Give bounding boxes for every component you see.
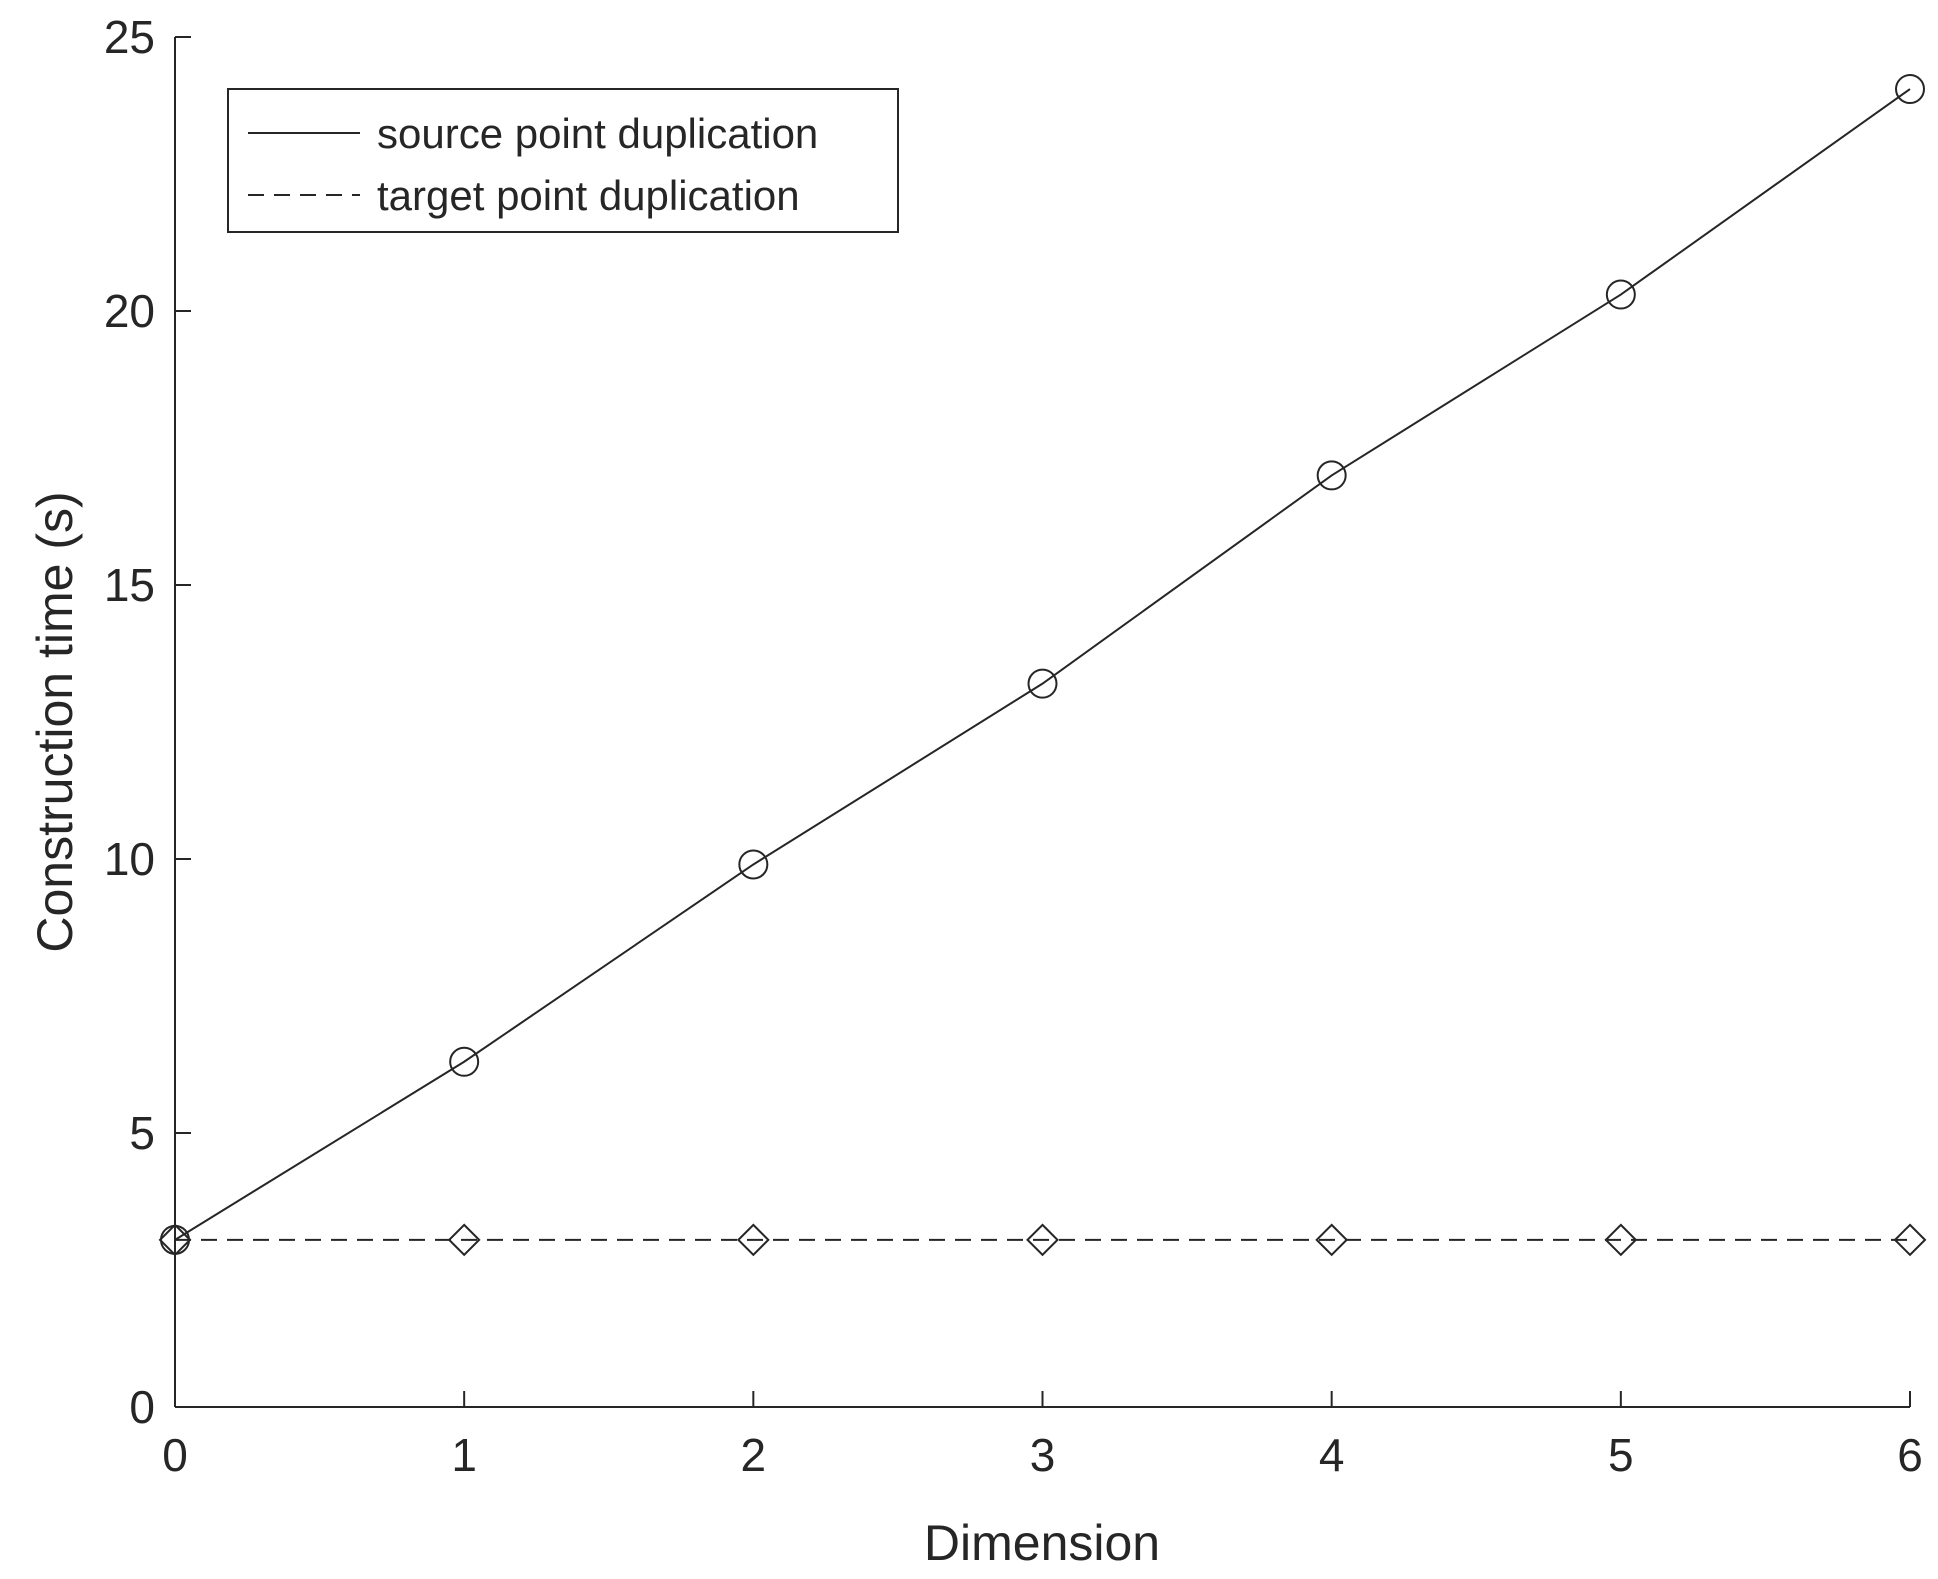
y-tick-label: 20 — [104, 285, 155, 337]
y-tick-label: 15 — [104, 559, 155, 611]
y-tick-label: 10 — [104, 833, 155, 885]
series-line-0 — [174, 88, 1911, 1241]
data-point-diamond — [447, 1223, 481, 1257]
data-point-circle — [1027, 668, 1058, 699]
y-tick-label: 25 — [104, 11, 155, 63]
data-point-circle — [1895, 74, 1925, 105]
y-axis-title: Construction time (s) — [27, 491, 83, 952]
x-tick-label: 1 — [451, 1429, 477, 1481]
legend: source point duplication target point du… — [227, 88, 899, 233]
x-tick-label: 0 — [162, 1429, 188, 1481]
x-tick-label: 5 — [1608, 1429, 1634, 1481]
data-point-circle — [449, 1046, 480, 1077]
legend-box — [227, 88, 899, 233]
x-axis-title: Dimension — [924, 1515, 1160, 1571]
legend-label-target: target point duplication — [377, 172, 800, 219]
data-point-diamond — [736, 1223, 770, 1257]
data-point-diamond — [1315, 1223, 1349, 1257]
data-point-diamond — [1026, 1223, 1059, 1257]
data-point-circle — [1605, 279, 1636, 310]
x-tick-label: 4 — [1319, 1429, 1345, 1481]
y-tick-label: 5 — [129, 1107, 155, 1159]
y-tick-label: 0 — [129, 1381, 155, 1433]
axes — [174, 37, 1910, 1408]
x-tick-label: 2 — [741, 1429, 767, 1481]
y-ticks: 0 5 10 15 20 25 — [104, 11, 191, 1433]
data-point-diamond — [1893, 1223, 1927, 1257]
legend-label-source: source point duplication — [377, 110, 818, 157]
data-point-circle — [1316, 460, 1347, 491]
data-point-circle — [738, 849, 769, 880]
series — [158, 74, 1927, 1257]
x-tick-label: 6 — [1897, 1429, 1923, 1481]
x-ticks: 0 1 2 3 4 5 6 — [162, 1391, 1923, 1481]
data-point-diamond — [1604, 1223, 1638, 1257]
x-tick-label: 3 — [1030, 1429, 1056, 1481]
data-point-diamond — [158, 1223, 192, 1257]
